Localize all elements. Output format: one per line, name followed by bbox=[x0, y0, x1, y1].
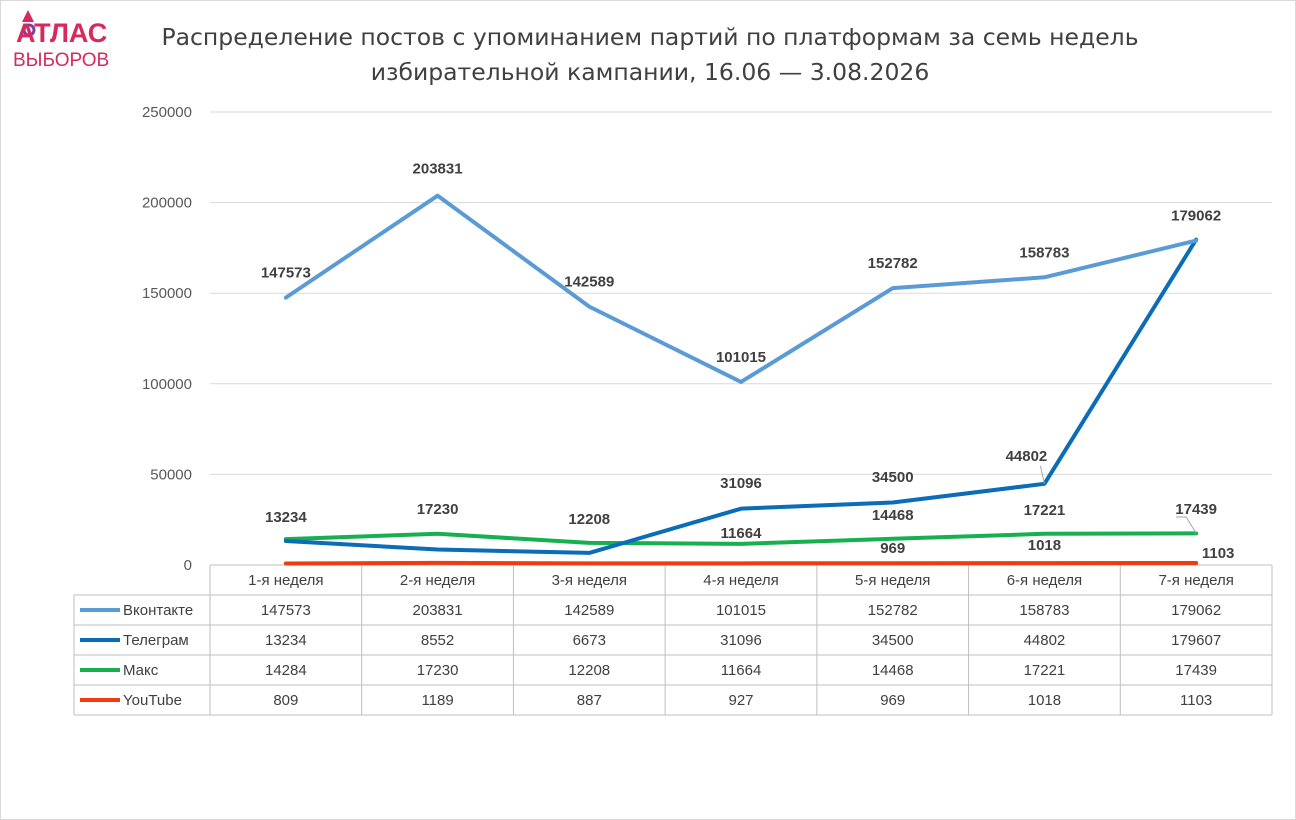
x-tick-label: 5-я неделя bbox=[855, 572, 930, 589]
table-cell: 158783 bbox=[1019, 602, 1069, 619]
y-tick-label: 200000 bbox=[142, 195, 192, 212]
table-cell: 14284 bbox=[265, 662, 307, 679]
data-label: 1103 bbox=[1202, 545, 1235, 562]
data-label: 142589 bbox=[564, 274, 614, 291]
series-line bbox=[283, 560, 1199, 566]
y-tick-label: 100000 bbox=[142, 376, 192, 393]
rocket-icon bbox=[22, 10, 36, 37]
data-label: 158783 bbox=[1019, 244, 1069, 261]
data-label: 12208 bbox=[568, 511, 610, 528]
data-label: 11664 bbox=[721, 525, 763, 542]
table-cell: 17439 bbox=[1175, 662, 1217, 679]
x-tick-label: 2-я неделя bbox=[400, 572, 475, 589]
leader-line bbox=[1176, 516, 1197, 534]
x-tick-label: 1-я неделя bbox=[248, 572, 323, 589]
logo-line1: АТЛАС bbox=[16, 18, 108, 48]
chart-title-line2: избирательной кампании, 16.06 — 3.08.202… bbox=[370, 58, 930, 86]
data-label: 14468 bbox=[872, 507, 914, 524]
table-cell: 1103 bbox=[1180, 692, 1212, 709]
table-cell: 44802 bbox=[1024, 632, 1066, 649]
table-cell: 101015 bbox=[716, 602, 766, 619]
table-cell: 34500 bbox=[872, 632, 914, 649]
table-cell: 147573 bbox=[261, 602, 311, 619]
y-tick-label: 0 bbox=[184, 557, 192, 574]
legend-label: YouTube bbox=[123, 692, 182, 709]
y-tick-label: 150000 bbox=[142, 285, 192, 302]
table-cell: 1189 bbox=[421, 692, 453, 709]
data-label: 13234 bbox=[265, 509, 307, 526]
x-tick-label: 3-я неделя bbox=[552, 572, 627, 589]
chart-title-line1: Распределение постов с упоминанием парти… bbox=[161, 23, 1139, 51]
table-cell: 17221 bbox=[1024, 662, 1066, 679]
data-label: 969 bbox=[880, 540, 905, 557]
x-tick-label: 7-я неделя bbox=[1158, 572, 1233, 589]
table-cell: 17230 bbox=[417, 662, 459, 679]
data-label: 203831 bbox=[413, 161, 463, 178]
data-label: 17221 bbox=[1024, 502, 1066, 519]
y-tick-label: 250000 bbox=[142, 104, 192, 121]
data-label: 101015 bbox=[716, 349, 766, 366]
table-cell: 179062 bbox=[1171, 602, 1221, 619]
table-cell: 13234 bbox=[265, 632, 307, 649]
table-cell: 887 bbox=[577, 692, 602, 709]
table-cell: 14468 bbox=[872, 662, 914, 679]
data-label: 179062 bbox=[1171, 208, 1221, 225]
table-cell: 31096 bbox=[720, 632, 762, 649]
table-cell: 8552 bbox=[421, 632, 454, 649]
table-cell: 179607 bbox=[1171, 632, 1221, 649]
series-line bbox=[283, 193, 1199, 384]
chart-title: Распределение постов с упоминанием парти… bbox=[130, 20, 1170, 90]
table-cell: 152782 bbox=[868, 602, 918, 619]
x-tick-label: 4-я неделя bbox=[703, 572, 778, 589]
data-label: 152782 bbox=[868, 255, 918, 272]
leader-line bbox=[1039, 465, 1045, 484]
data-label: 17230 bbox=[417, 501, 459, 518]
table-cell: 1018 bbox=[1028, 692, 1061, 709]
legend-label: Макс bbox=[123, 662, 159, 679]
table-cell: 969 bbox=[880, 692, 905, 709]
y-tick-label: 50000 bbox=[150, 466, 192, 483]
legend-label: Вконтакте bbox=[123, 602, 193, 619]
data-label: 44802 bbox=[1006, 448, 1048, 465]
table-cell: 11664 bbox=[721, 662, 762, 679]
table-cell: 809 bbox=[273, 692, 298, 709]
data-label: 34500 bbox=[872, 469, 914, 486]
data-label: 1018 bbox=[1028, 537, 1061, 554]
atlas-logo: АТЛАС ВЫБОРОВ bbox=[8, 8, 118, 72]
table-cell: 142589 bbox=[564, 602, 614, 619]
legend-label: Телеграм bbox=[123, 632, 189, 649]
data-label: 17439 bbox=[1175, 501, 1217, 518]
table-cell: 203831 bbox=[413, 602, 463, 619]
series-line bbox=[283, 531, 1199, 546]
logo-line2: ВЫБОРОВ bbox=[13, 50, 110, 71]
table-cell: 927 bbox=[728, 692, 753, 709]
table-cell: 12208 bbox=[568, 662, 610, 679]
data-label: 147573 bbox=[261, 265, 311, 282]
x-tick-label: 6-я неделя bbox=[1007, 572, 1082, 589]
table-cell: 6673 bbox=[573, 632, 606, 649]
data-label: 31096 bbox=[720, 475, 762, 492]
